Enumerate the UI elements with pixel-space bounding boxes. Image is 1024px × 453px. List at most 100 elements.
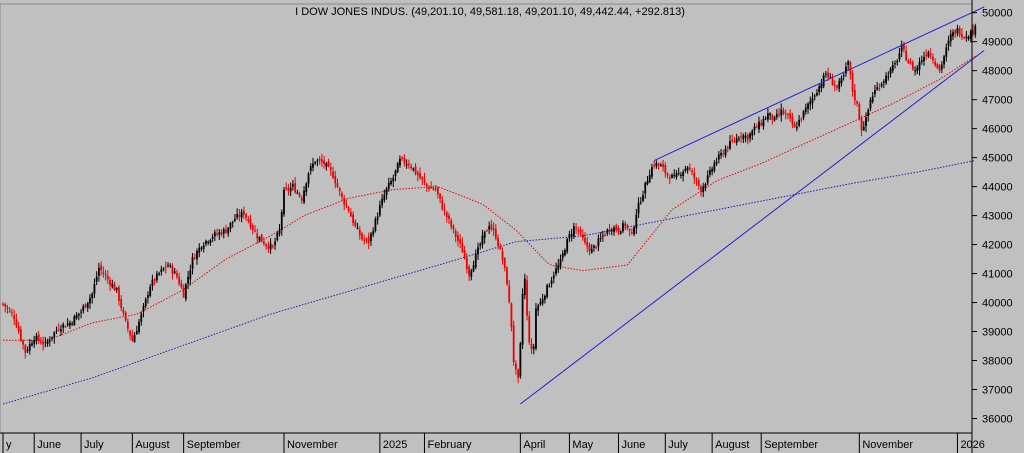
- candle-body: [430, 187, 433, 189]
- candle: [104, 269, 107, 281]
- x-tick-label: August: [135, 439, 169, 451]
- candle-body: [506, 267, 508, 285]
- candle: [778, 107, 780, 118]
- candle-body: [969, 31, 972, 39]
- candle: [760, 119, 763, 127]
- candle: [639, 197, 642, 205]
- candle: [510, 302, 513, 332]
- candle-body: [862, 126, 865, 131]
- candle: [69, 320, 71, 329]
- candle-body: [274, 241, 276, 245]
- candle-body: [646, 180, 649, 185]
- candle: [91, 292, 94, 304]
- y-tick-label: 38000: [982, 356, 1013, 368]
- candle-body: [392, 177, 395, 182]
- candle: [648, 169, 651, 184]
- candle: [419, 167, 421, 180]
- candle: [972, 24, 974, 37]
- candle: [497, 234, 499, 250]
- candle: [303, 186, 305, 205]
- candle: [673, 169, 676, 179]
- candle-body: [675, 173, 678, 178]
- candle: [118, 285, 120, 306]
- candle-body: [561, 253, 564, 258]
- candle-body: [809, 101, 812, 105]
- candle: [383, 189, 386, 203]
- candle: [963, 35, 966, 40]
- candle: [791, 112, 794, 129]
- candle: [263, 237, 265, 246]
- candle: [265, 242, 268, 250]
- long-moving-average: [2, 160, 976, 405]
- candle: [260, 233, 263, 243]
- candle: [113, 281, 116, 291]
- candle: [376, 212, 379, 225]
- candle-body: [613, 227, 615, 232]
- candle-body: [577, 229, 580, 231]
- candle: [403, 154, 406, 167]
- candle-body: [312, 163, 314, 168]
- candle: [182, 284, 185, 298]
- candle: [40, 337, 42, 345]
- candle: [430, 181, 433, 189]
- candle-body: [144, 298, 147, 307]
- candle-body: [84, 304, 87, 307]
- candle-body: [515, 363, 517, 370]
- candle-body: [463, 250, 466, 259]
- candle: [615, 223, 618, 233]
- candle-body: [13, 315, 16, 320]
- candle-body: [903, 43, 905, 50]
- candle: [392, 174, 395, 188]
- candle: [153, 277, 156, 286]
- candle: [307, 171, 310, 188]
- candle: [809, 96, 812, 111]
- candle: [62, 322, 65, 333]
- candle-body: [196, 251, 198, 260]
- candle-body: [15, 319, 18, 327]
- candle-body: [575, 227, 578, 229]
- candle-body: [318, 158, 321, 161]
- candle-body: [69, 322, 71, 326]
- candle-body: [474, 253, 477, 268]
- candle-body: [325, 163, 328, 167]
- candle: [457, 231, 459, 247]
- candle-body: [584, 237, 586, 243]
- candle-body: [564, 250, 566, 256]
- candle-body: [851, 73, 854, 92]
- candle-body: [961, 33, 963, 38]
- candle: [445, 210, 448, 223]
- candle-body: [153, 279, 156, 281]
- candle-body: [740, 136, 743, 138]
- candle-body: [443, 209, 446, 211]
- candle-body: [296, 192, 299, 194]
- candle-body: [292, 184, 294, 187]
- candle: [171, 263, 174, 280]
- candle-body: [833, 84, 836, 87]
- candle-body: [142, 305, 145, 312]
- candle: [378, 200, 381, 217]
- candle-body: [332, 171, 334, 178]
- candle-body: [633, 227, 635, 235]
- candle: [610, 227, 613, 236]
- candle: [713, 160, 716, 173]
- candle-body: [102, 272, 105, 274]
- candle: [196, 248, 198, 265]
- candle-body: [512, 325, 515, 362]
- candle-body: [89, 297, 91, 304]
- candle-body: [766, 113, 769, 120]
- candle: [332, 166, 334, 180]
- candle: [274, 237, 276, 250]
- candle: [965, 30, 968, 42]
- candle-body: [470, 270, 473, 277]
- candle: [936, 62, 939, 70]
- candle-body: [885, 75, 887, 84]
- candle-body: [361, 233, 363, 240]
- candle-body: [46, 341, 49, 345]
- candle-body: [787, 114, 789, 116]
- candle-body: [501, 251, 504, 260]
- candle-body: [715, 161, 718, 164]
- candle: [465, 253, 468, 274]
- candle-body: [385, 188, 388, 195]
- x-tick-label: September: [187, 439, 241, 451]
